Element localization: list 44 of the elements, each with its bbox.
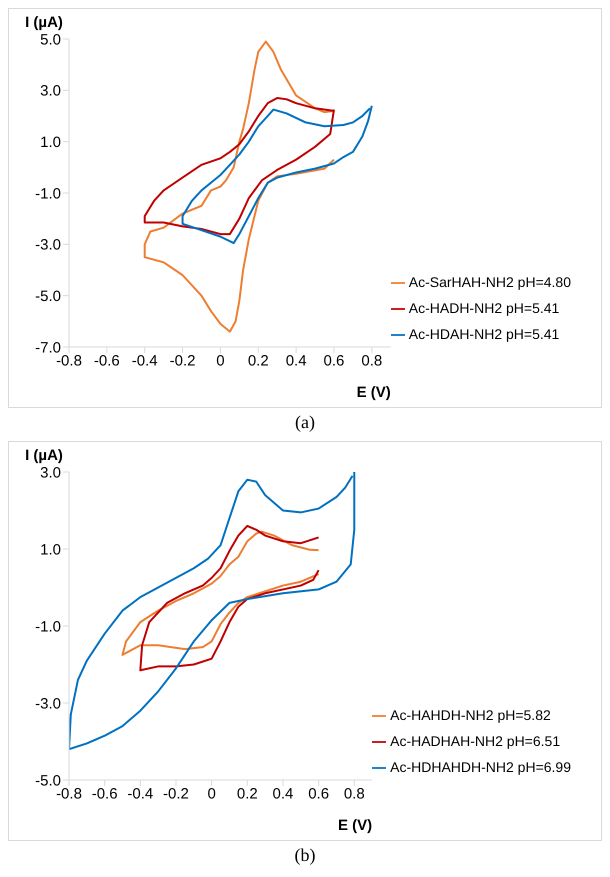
legend-label: Ac-HADHAH-NH2 pH=6.51 xyxy=(390,733,560,749)
x-tick-label: 0.2 xyxy=(236,786,258,803)
text: (b) xyxy=(294,845,316,866)
legend-label: Ac-HAHDH-NH2 pH=5.82 xyxy=(390,707,551,723)
y-tick-label: -3.0 xyxy=(35,236,61,254)
y-tick-label: 1.0 xyxy=(40,541,61,558)
x-tick-label: 0.6 xyxy=(324,352,344,370)
y-tick-label: 5.0 xyxy=(40,31,61,48)
x-tick-label: 0.8 xyxy=(344,786,365,803)
text: (a) xyxy=(294,412,316,433)
x-tick-label: 0.2 xyxy=(248,352,269,370)
legend-label: Ac-HDHAHDH-NH2 pH=6.99 xyxy=(390,759,571,775)
line-series xyxy=(69,472,356,750)
y-tick-label: -1.0 xyxy=(35,618,61,636)
legend-label: Ac-SarHAH-NH2 pH=4.80 xyxy=(408,274,571,290)
x-axis-title: E (V) xyxy=(338,817,372,834)
y-tick-label: -5.0 xyxy=(35,288,61,305)
y-tick-label: -1.0 xyxy=(35,185,61,202)
x-tick-label: 0.4 xyxy=(272,786,294,803)
legend-label: Ac-HADH-NH2 pH=5.41 xyxy=(408,300,560,316)
x-tick-label: -0.2 xyxy=(163,786,189,803)
line-series xyxy=(121,530,320,656)
y-tick-label: 3.0 xyxy=(40,82,61,100)
x-tick-label: -0.6 xyxy=(94,352,120,370)
line-series xyxy=(139,524,320,672)
x-tick-label: 0 xyxy=(207,786,216,803)
x-tick-label: 0 xyxy=(216,352,225,370)
x-axis-title: E (V) xyxy=(356,384,391,401)
y-axis-title: I (µA) xyxy=(25,14,63,31)
x-tick-label: 0.4 xyxy=(286,352,307,370)
x-tick-label: 0.8 xyxy=(361,352,382,370)
y-tick-label: -3.0 xyxy=(35,695,61,712)
line-series xyxy=(144,97,335,236)
x-tick-label: -0.4 xyxy=(132,352,158,370)
legend-label: Ac-HDAH-NH2 pH=5.41 xyxy=(408,326,560,342)
line-series xyxy=(182,104,373,244)
x-tick-label: 0.6 xyxy=(308,786,330,803)
y-axis-title: I (µA) xyxy=(25,447,63,464)
line-series xyxy=(144,40,335,333)
x-tick-label: -0.4 xyxy=(127,786,154,803)
y-tick-label: 3.0 xyxy=(40,464,61,482)
y-tick-label: 1.0 xyxy=(40,134,61,151)
x-tick-label: -0.6 xyxy=(92,786,118,803)
x-tick-label: -0.2 xyxy=(170,352,196,370)
